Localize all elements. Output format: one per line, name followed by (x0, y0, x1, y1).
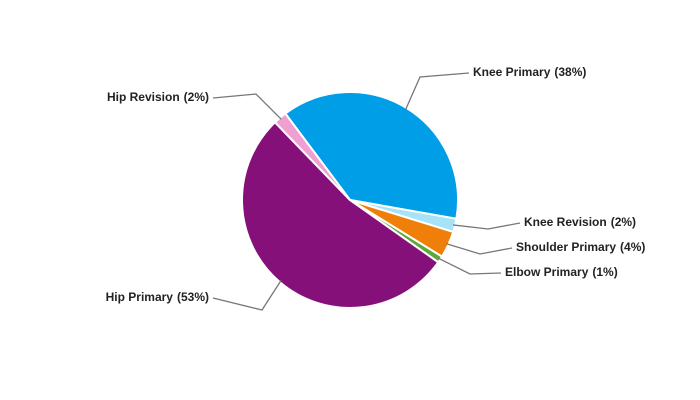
leader-line (212, 280, 282, 311)
slice-label: Hip Primary (53%) (106, 290, 209, 304)
slice-label: Knee Revision (2%) (524, 215, 636, 229)
category-name: Hip Primary (106, 290, 174, 304)
value-label: (4%) (620, 240, 645, 254)
category-name: Hip Revision (107, 90, 180, 104)
leader-line (452, 222, 521, 230)
slice-label: Elbow Primary (1%) (505, 265, 618, 279)
value-label: (53%) (177, 290, 209, 304)
value-label: (1%) (592, 265, 617, 279)
value-label: (2%) (184, 90, 209, 104)
slice-label: Knee Primary (38%) (473, 65, 586, 79)
leader-line (446, 243, 513, 255)
leader-line (404, 72, 470, 110)
category-name: Elbow Primary (505, 265, 589, 279)
value-label: (2%) (611, 215, 636, 229)
slice-label: Shoulder Primary (4%) (516, 240, 645, 254)
leader-line (212, 93, 282, 120)
category-name: Knee Revision (524, 215, 607, 229)
value-label: (38%) (554, 65, 586, 79)
slice-label: Hip Revision (2%) (107, 90, 209, 104)
category-name: Knee Primary (473, 65, 551, 79)
category-name: Shoulder Primary (516, 240, 616, 254)
leader-line (438, 257, 502, 275)
